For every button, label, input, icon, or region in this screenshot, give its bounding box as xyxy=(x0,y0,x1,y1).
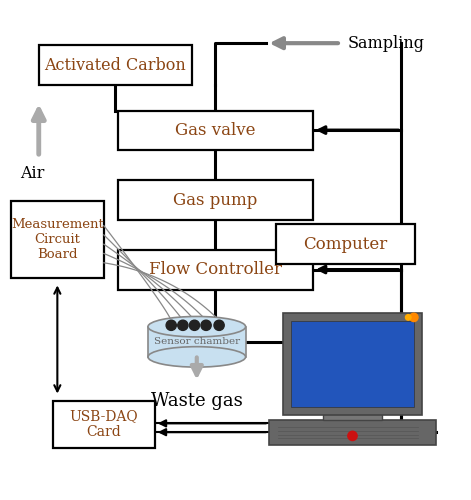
Text: Gas pump: Gas pump xyxy=(173,192,258,208)
Circle shape xyxy=(178,320,188,330)
Bar xyxy=(276,224,415,264)
Bar xyxy=(148,326,245,357)
FancyBboxPatch shape xyxy=(283,312,422,415)
Circle shape xyxy=(201,320,211,330)
Text: Sensor chamber: Sensor chamber xyxy=(154,338,240,346)
Text: USB-DAQ
Card: USB-DAQ Card xyxy=(70,409,138,440)
FancyBboxPatch shape xyxy=(291,321,414,406)
Text: Activated Carbon: Activated Carbon xyxy=(45,57,187,74)
Bar xyxy=(323,412,382,420)
Circle shape xyxy=(189,320,200,330)
Bar xyxy=(118,110,313,150)
Text: Waste gas: Waste gas xyxy=(151,392,243,410)
Bar xyxy=(11,201,104,278)
Ellipse shape xyxy=(148,346,245,367)
Text: Gas valve: Gas valve xyxy=(175,122,256,139)
Bar xyxy=(118,180,313,220)
Circle shape xyxy=(166,320,176,330)
Circle shape xyxy=(406,314,411,320)
Text: Flow Controller: Flow Controller xyxy=(149,262,282,278)
Bar xyxy=(53,401,155,448)
Circle shape xyxy=(348,432,357,440)
Bar xyxy=(39,46,192,85)
FancyBboxPatch shape xyxy=(269,420,436,445)
Text: Sampling: Sampling xyxy=(348,34,425,51)
Text: Computer: Computer xyxy=(303,236,388,252)
Text: Air: Air xyxy=(20,165,45,182)
Ellipse shape xyxy=(148,316,245,337)
Circle shape xyxy=(410,313,418,322)
Circle shape xyxy=(214,320,224,330)
Bar xyxy=(118,250,313,290)
Text: Measurement
Circuit
Board: Measurement Circuit Board xyxy=(11,218,104,261)
